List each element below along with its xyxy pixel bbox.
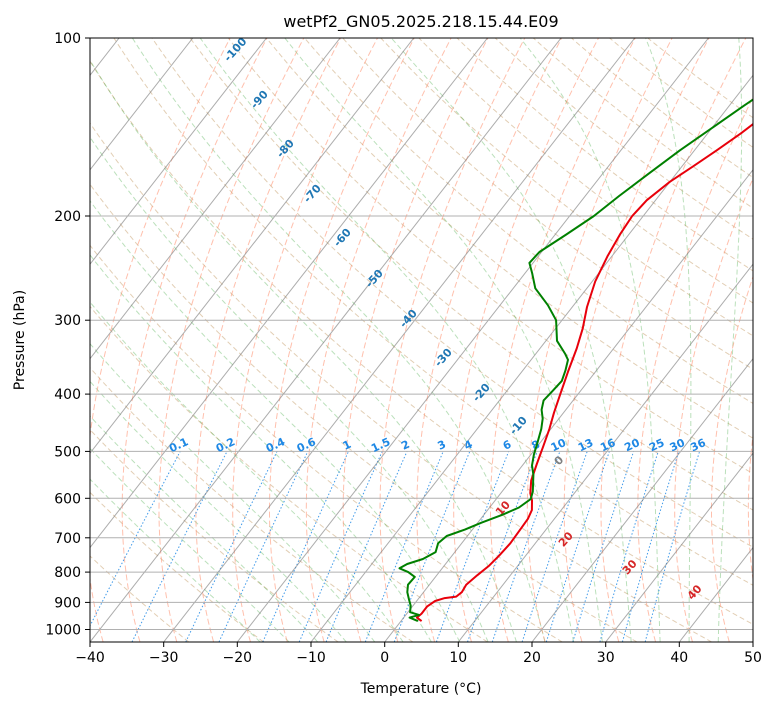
- chart-title: wetPf2_GN05.2025.218.15.44.E09: [283, 12, 558, 32]
- x-tick-label: 40: [670, 650, 688, 666]
- y-tick-label: 800: [54, 565, 81, 581]
- y-tick-label: 700: [54, 531, 81, 547]
- x-tick-label: 50: [744, 650, 762, 666]
- y-tick-label: 300: [54, 313, 81, 329]
- y-tick-label: 900: [54, 595, 81, 611]
- y-tick-label: 400: [54, 387, 81, 403]
- x-tick-label: 0: [380, 650, 389, 666]
- y-tick-label: 200: [54, 209, 81, 225]
- x-tick-label: −40: [75, 650, 105, 666]
- x-tick-label: −30: [149, 650, 179, 666]
- y-axis-label: Pressure (hPa): [12, 290, 28, 390]
- y-tick-label: 600: [54, 491, 81, 507]
- x-axis-label: Temperature (°C): [360, 681, 482, 697]
- x-tick-label: −20: [223, 650, 253, 666]
- y-tick-label: 1000: [45, 623, 81, 639]
- y-tick-label: 500: [54, 444, 81, 460]
- x-tick-label: 20: [523, 650, 541, 666]
- y-tick-label: 100: [54, 31, 81, 47]
- x-tick-label: −10: [296, 650, 326, 666]
- x-tick-label: 10: [449, 650, 467, 666]
- x-tick-label: 30: [597, 650, 615, 666]
